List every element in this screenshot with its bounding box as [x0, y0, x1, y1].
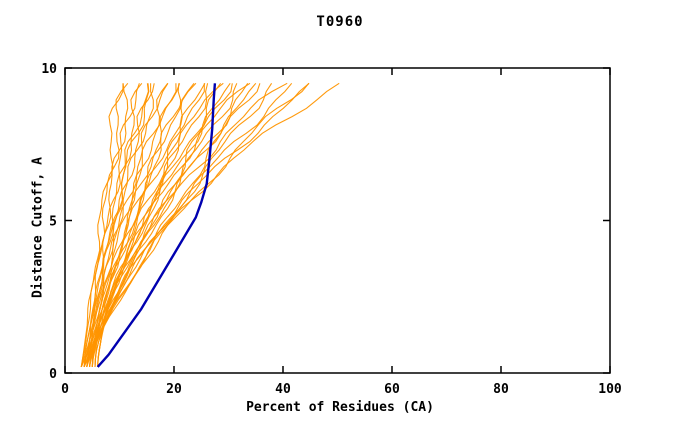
x-tick-label: 80: [493, 382, 509, 397]
model-curve: [91, 82, 197, 367]
x-tick-label: 60: [384, 382, 400, 397]
y-tick-label: 0: [49, 367, 57, 382]
model-curve: [80, 83, 124, 367]
x-tick-label: 100: [598, 382, 622, 397]
model-curve: [97, 82, 288, 367]
model-curve: [86, 83, 209, 368]
y-tick-label: 10: [41, 62, 57, 77]
model-curve: [86, 83, 238, 368]
chart-title: T0960: [316, 14, 364, 30]
x-tick-label: 0: [61, 382, 69, 397]
model-curve: [86, 83, 150, 367]
y-tick-label: 5: [49, 215, 57, 230]
x-axis-label: Percent of Residues (CA): [246, 400, 434, 415]
consensus-curve: [96, 83, 217, 368]
model-curve: [97, 82, 340, 367]
model-curve: [88, 82, 310, 368]
model-curve: [80, 82, 169, 368]
x-tick-label: 20: [166, 382, 182, 397]
model-curve: [91, 83, 206, 367]
model-curve: [86, 83, 169, 367]
model-curve: [80, 82, 129, 367]
x-tick-label: 40: [275, 382, 291, 397]
